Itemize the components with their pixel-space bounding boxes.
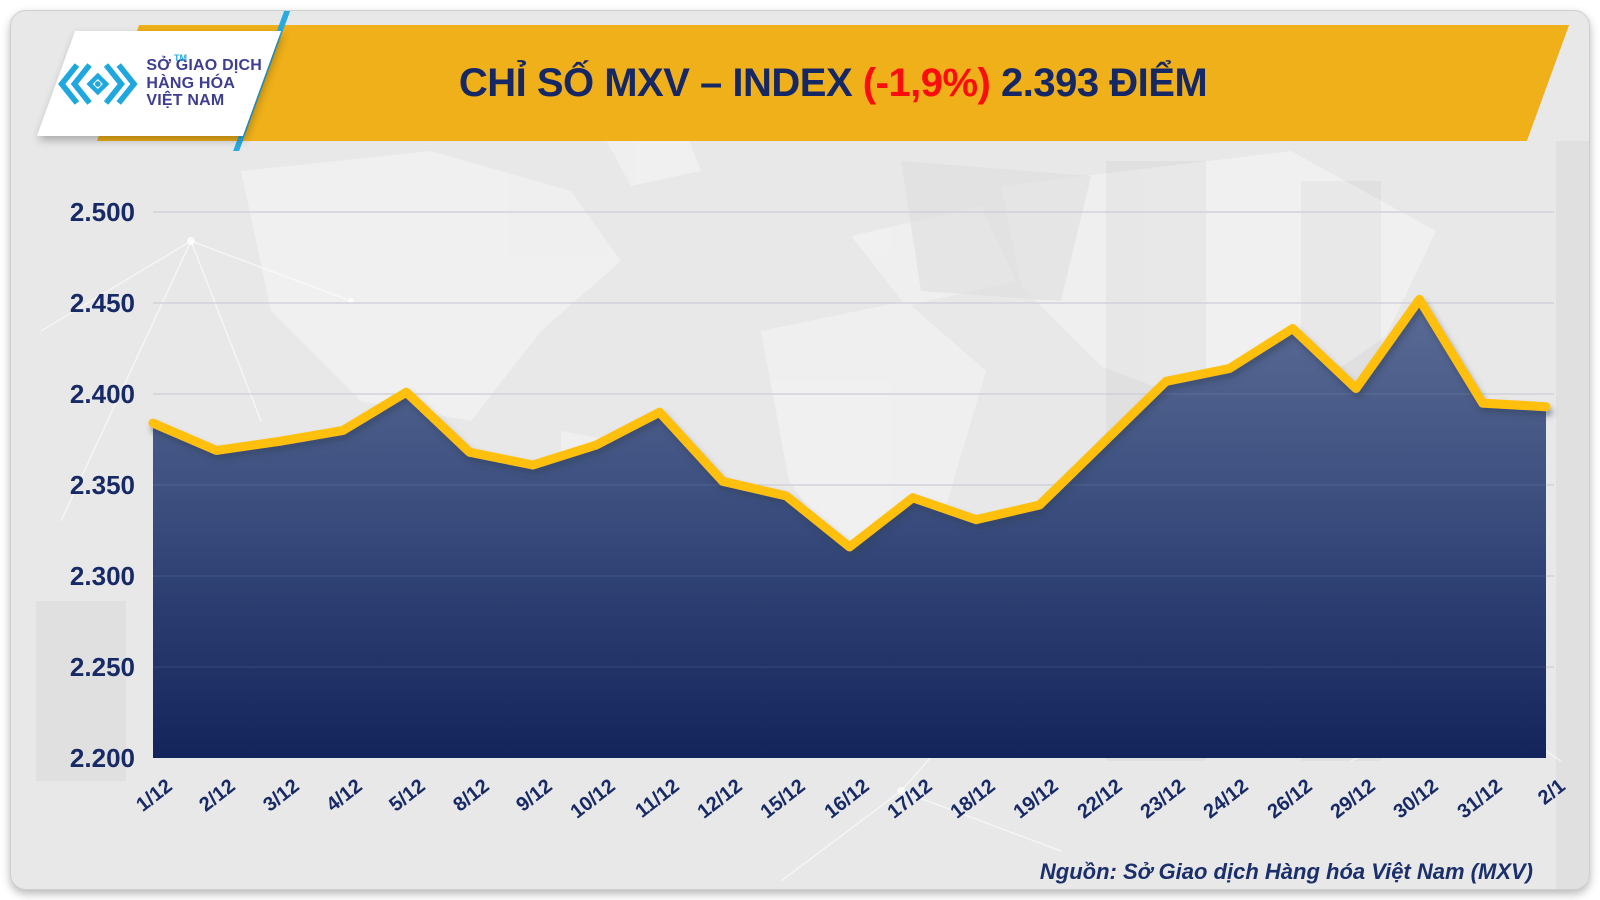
source-note: Nguồn: Sở Giao dịch Hàng hóa Việt Nam (M…: [1039, 859, 1533, 884]
mxv-logo-card: TM SỞ GIAO DỊCH HÀNG HÓA VIỆT NAM: [36, 31, 282, 136]
title-text: CHỈ SỐ MXV – INDEX: [458, 60, 863, 105]
index-line: [148, 294, 1551, 552]
logo-line-1: SỞ GIAO DỊCH: [146, 56, 262, 74]
chart-title: CHỈ SỐ MXV – INDEX (-1,9%) 2.393 ĐIỂM: [459, 61, 1207, 106]
logo-line-3: VIỆT NAM: [146, 92, 225, 110]
title-banner: CHỈ SỐ MXV – INDEX (-1,9%) 2.393 ĐIỂM: [96, 25, 1570, 141]
gridlines-overlay: [153, 211, 1554, 668]
y-axis-label: 2.500: [69, 197, 135, 227]
y-axis-label: 2.300: [69, 561, 135, 591]
title-points: 2.393 ĐIỂM: [990, 60, 1208, 105]
y-axis-label: 2.450: [69, 288, 135, 318]
mxv-logo-text: SỞ GIAO DỊCH HÀNG HÓA VIỆT NAM: [146, 57, 262, 111]
index-area-fill: [153, 299, 1546, 758]
y-axis-label: 2.200: [69, 743, 135, 773]
y-axis-label: 2.250: [69, 652, 135, 682]
stage: CHỈ SỐ MXV – INDEX (-1,9%) 2.393 ĐIỂM TM: [11, 11, 1589, 889]
mxv-logo-content: TM SỞ GIAO DỊCH HÀNG HÓA VIỆT NAM: [56, 31, 262, 136]
y-axis-label: 2.350: [69, 470, 135, 500]
y-axis-label: 2.400: [69, 379, 135, 409]
trademark-symbol: TM: [174, 53, 187, 63]
mxv-index-area-chart: [148, 211, 1554, 758]
chart-card: CHỈ SỐ MXV – INDEX (-1,9%) 2.393 ĐIỂM TM: [10, 10, 1590, 890]
logo-line-2: HÀNG HÓA: [146, 74, 236, 92]
mxv-logo-icon: [58, 62, 138, 105]
title-change-percent: (-1,9%): [862, 60, 991, 105]
